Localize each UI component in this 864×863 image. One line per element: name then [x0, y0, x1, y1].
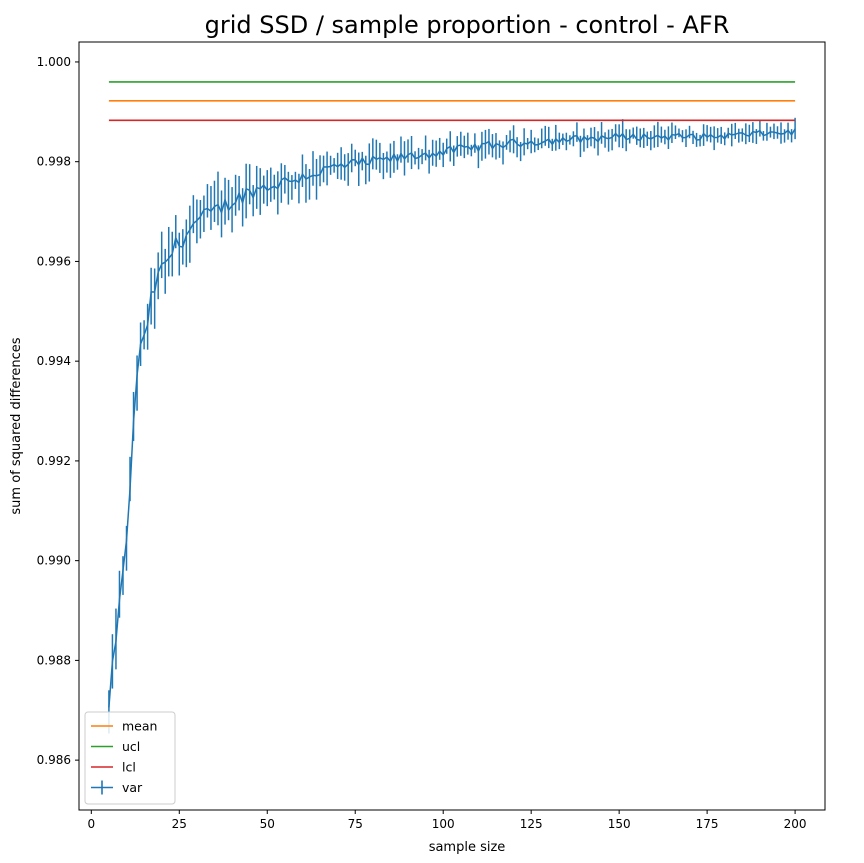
x-tick-label: 150 [608, 817, 631, 831]
y-tick-label: 0.990 [37, 554, 71, 568]
legend-var-label: var [122, 780, 143, 795]
x-tick-label: 25 [172, 817, 187, 831]
legend-lcl-label: lcl [122, 760, 136, 775]
var-series-line [108, 128, 796, 708]
legend: mean ucl lcl var [84, 711, 176, 805]
y-axis-label: sum of squared differences [9, 337, 24, 514]
y-axis: 0.986 0.988 0.990 0.992 0.994 0.996 0.998 1.000 [37, 55, 79, 767]
y-tick-label: 1.000 [37, 55, 71, 69]
y-tick-label: 0.988 [37, 653, 71, 667]
x-tick-label: 50 [260, 817, 275, 831]
chart-title: grid SSD / sample proportion - control -… [205, 11, 730, 39]
y-tick-label: 0.992 [37, 454, 71, 468]
x-tick-label: 75 [348, 817, 363, 831]
x-tick-label: 0 [87, 817, 95, 831]
legend-mean-label: mean [122, 719, 157, 734]
legend-ucl-label: ucl [122, 739, 140, 754]
plot-frame [78, 41, 826, 811]
y-tick-label: 0.994 [37, 354, 71, 368]
y-tick-label: 0.996 [37, 254, 71, 268]
y-tick-label: 0.986 [37, 753, 71, 767]
y-tick-label: 0.998 [37, 155, 71, 169]
x-tick-label: 100 [432, 817, 455, 831]
x-tick-label: 125 [520, 817, 543, 831]
x-tick-label: 175 [696, 817, 719, 831]
plot-area [108, 81, 796, 734]
x-tick-label: 200 [784, 817, 807, 831]
x-axis-label: sample size [429, 840, 506, 855]
x-axis: 0 25 50 75 100 125 150 175 200 [87, 810, 807, 831]
legend-box [84, 711, 176, 805]
